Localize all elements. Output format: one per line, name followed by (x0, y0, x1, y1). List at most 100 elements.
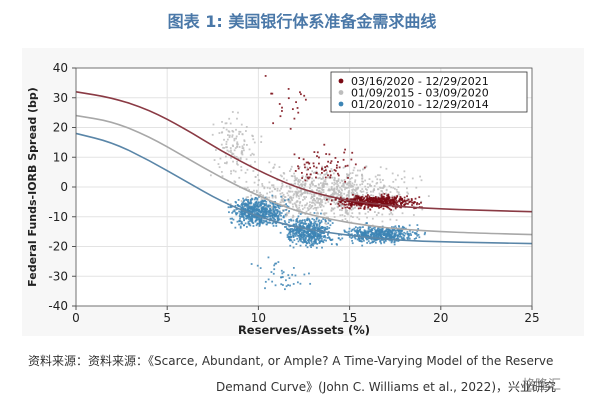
data-point (331, 182, 334, 185)
data-point (299, 237, 301, 240)
data-point (377, 174, 379, 177)
data-point (411, 201, 414, 204)
data-point (311, 236, 314, 238)
data-point (285, 212, 288, 215)
data-point (316, 232, 319, 235)
data-point (379, 206, 382, 209)
data-point (285, 185, 288, 188)
data-point (374, 235, 376, 238)
data-point (243, 143, 246, 146)
data-point (236, 143, 239, 146)
data-point (292, 230, 295, 232)
data-point (294, 274, 297, 277)
data-point (289, 127, 292, 130)
data-point (323, 180, 326, 183)
data-point (245, 211, 247, 214)
data-point (306, 225, 309, 227)
data-point (248, 189, 251, 191)
data-point (394, 201, 397, 204)
data-point (299, 213, 302, 215)
data-point (304, 237, 307, 240)
data-point (263, 211, 265, 214)
data-point (347, 190, 350, 193)
data-point (417, 233, 420, 236)
data-point (404, 200, 407, 203)
data-point (238, 133, 241, 135)
data-point (397, 230, 400, 233)
data-point (333, 177, 336, 180)
data-point (259, 191, 261, 194)
data-point (334, 169, 337, 172)
data-point (330, 207, 333, 210)
data-point (310, 234, 312, 237)
data-point (362, 231, 365, 234)
data-point (415, 232, 418, 235)
data-point (354, 230, 357, 233)
data-point (376, 238, 378, 241)
data-point (363, 229, 366, 232)
data-point (356, 234, 359, 237)
data-point (365, 237, 368, 240)
data-point (361, 183, 364, 185)
data-point (335, 188, 338, 191)
data-point (295, 230, 298, 233)
data-point (272, 272, 275, 275)
data-point (277, 206, 280, 209)
data-point (366, 208, 369, 210)
data-point (333, 181, 336, 184)
data-point (328, 219, 331, 222)
data-point (336, 183, 339, 186)
data-point (259, 221, 262, 224)
data-point (348, 202, 351, 205)
data-point (381, 195, 384, 198)
data-point (362, 180, 365, 183)
data-point (243, 203, 246, 206)
data-point (281, 272, 284, 275)
data-point (314, 185, 316, 187)
data-point (286, 205, 288, 207)
data-point (260, 217, 262, 220)
data-point (409, 200, 411, 203)
data-point (401, 232, 403, 235)
data-point (309, 183, 312, 186)
data-point (407, 235, 410, 238)
data-point (249, 208, 252, 211)
data-point (363, 206, 366, 208)
data-point (410, 198, 413, 200)
data-point (258, 225, 261, 227)
data-point (391, 201, 394, 204)
data-point (281, 184, 284, 187)
data-point (242, 149, 245, 152)
data-point (322, 232, 324, 234)
data-point (302, 223, 305, 225)
data-point (354, 180, 356, 183)
data-point (256, 202, 258, 205)
data-point (325, 193, 327, 196)
data-point (376, 178, 379, 181)
data-point (368, 203, 371, 206)
data-point (357, 237, 360, 240)
data-point (325, 183, 328, 186)
data-point (332, 199, 335, 202)
data-point (308, 235, 311, 238)
data-point (287, 228, 289, 231)
data-point (393, 187, 396, 190)
data-point (246, 168, 249, 171)
data-point (351, 172, 354, 174)
data-point (225, 161, 228, 164)
legend-label: 01/20/2010 - 12/29/2014 (351, 98, 489, 111)
data-point (347, 195, 350, 198)
data-point (343, 205, 345, 208)
data-point (392, 202, 395, 205)
data-point (301, 177, 304, 179)
data-point (293, 193, 296, 195)
data-point (398, 200, 401, 203)
data-point (423, 233, 426, 236)
data-point (262, 200, 265, 203)
data-point (269, 210, 272, 213)
data-point (228, 117, 231, 120)
data-point (322, 205, 325, 208)
data-point (316, 151, 319, 154)
data-point (239, 158, 242, 160)
data-point (347, 194, 350, 196)
